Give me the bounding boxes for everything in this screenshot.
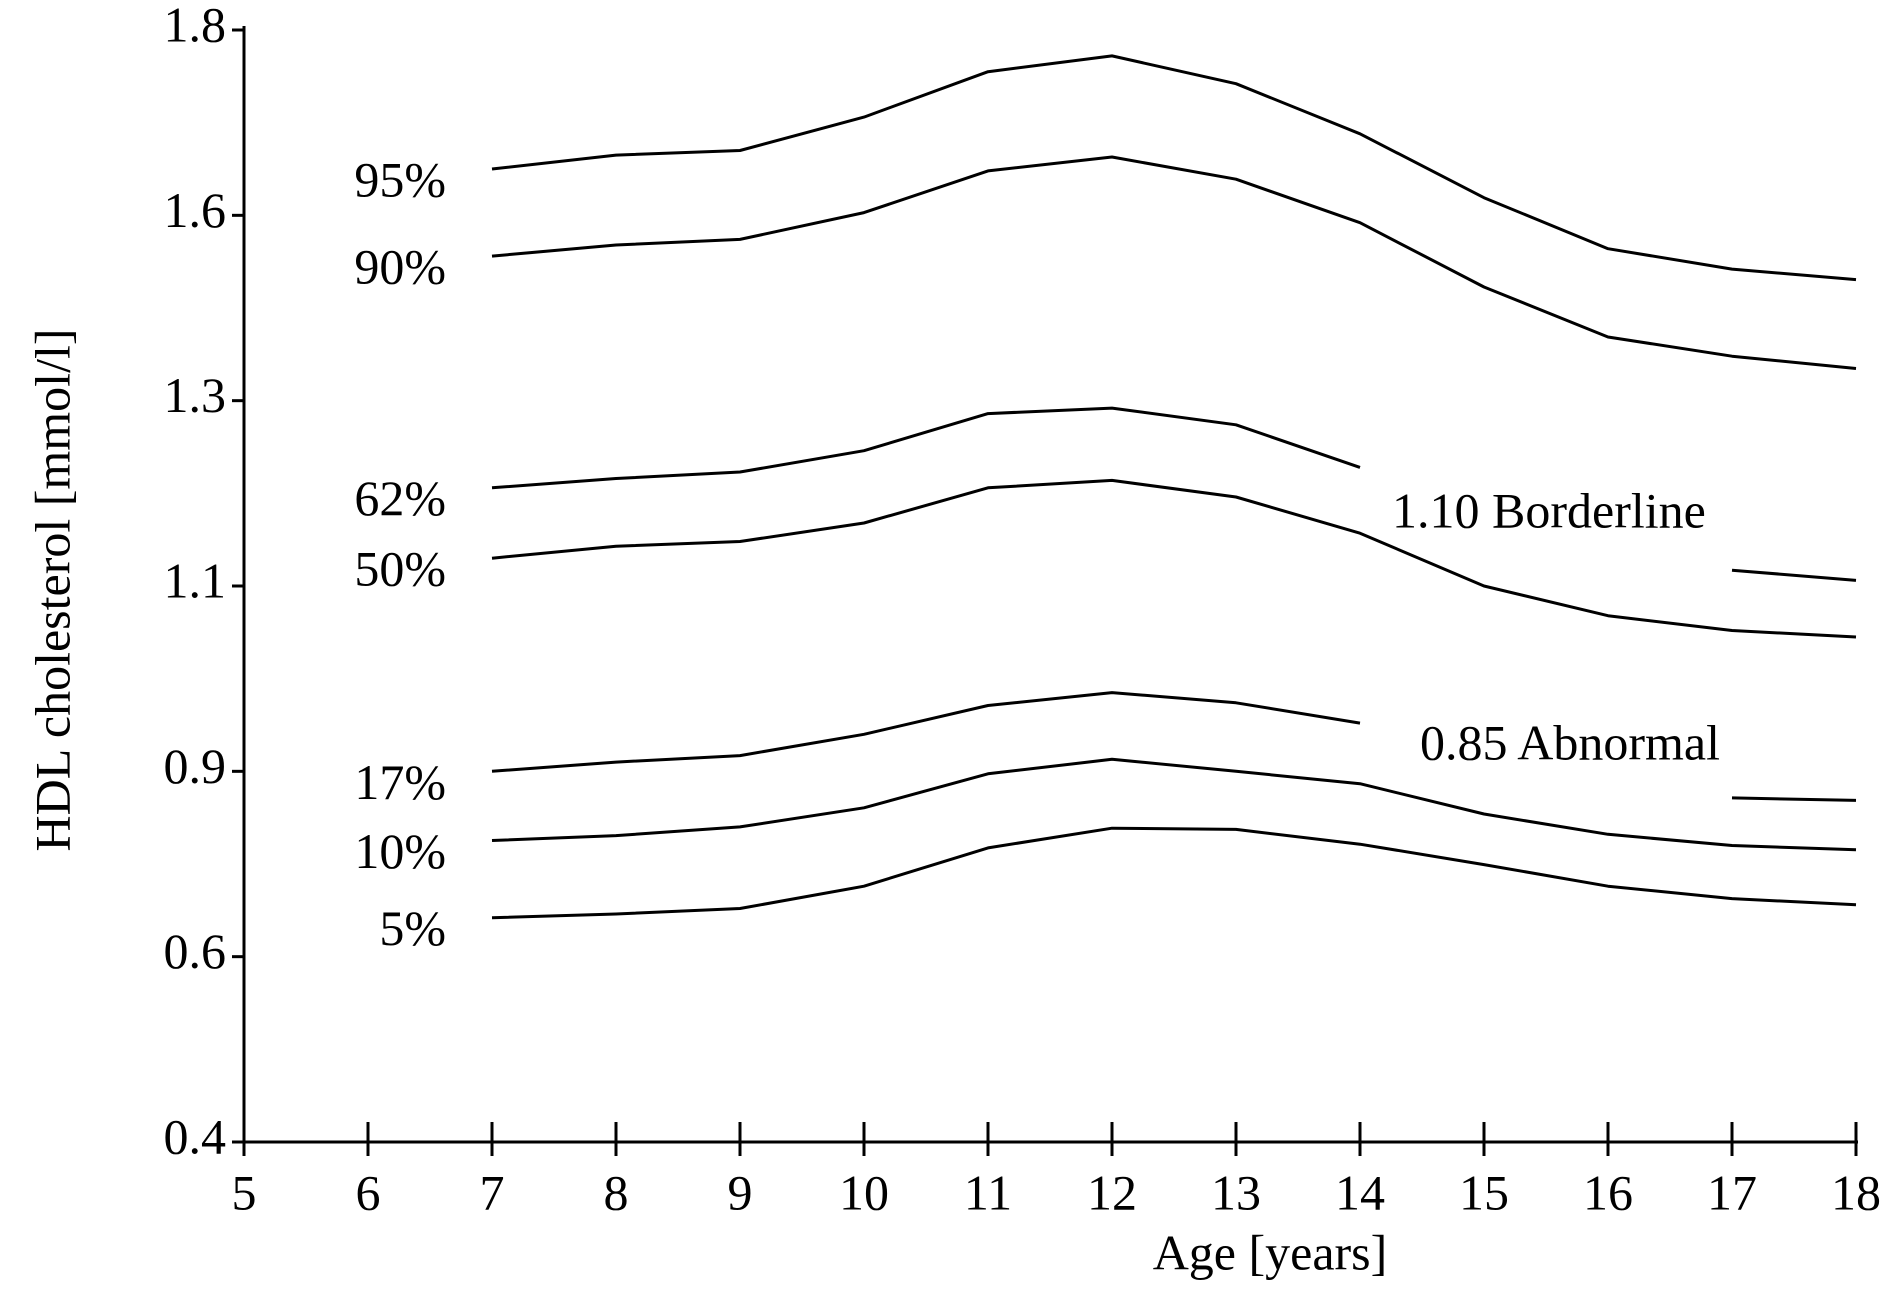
- series-line: [491, 54, 1857, 282]
- x-tick-label: 11: [964, 1164, 1012, 1220]
- x-tick-label: 9: [728, 1164, 753, 1220]
- x-tick-label: 7: [480, 1164, 505, 1220]
- annotation: 1.10 Borderline: [1392, 482, 1706, 538]
- y-axis-label: HDL cholesterol [mmol/l]: [24, 328, 80, 851]
- series-label: 50%: [354, 541, 446, 597]
- series-line: [491, 478, 1857, 639]
- x-tick-label: 13: [1211, 1164, 1261, 1220]
- x-tick-label: 17: [1707, 1164, 1757, 1220]
- x-axis-label: Age [years]: [1153, 1224, 1388, 1280]
- x-tick-label: 18: [1831, 1164, 1881, 1220]
- x-tick-label: 6: [356, 1164, 381, 1220]
- y-tick-label: 1.8: [164, 0, 227, 52]
- series-label: 90%: [354, 239, 446, 295]
- series-label: 95%: [354, 151, 446, 207]
- series-line: [491, 406, 1857, 582]
- y-tick-label: 1.3: [164, 367, 227, 423]
- x-tick-label: 8: [604, 1164, 629, 1220]
- series-label: 10%: [354, 823, 446, 879]
- series-label: 5%: [379, 900, 446, 956]
- series-line: [491, 691, 1857, 802]
- x-tick-label: 15: [1459, 1164, 1509, 1220]
- series-line: [491, 757, 1857, 852]
- x-tick-label: 14: [1335, 1164, 1385, 1220]
- y-tick-label: 0.4: [164, 1108, 227, 1164]
- series-label: 17%: [354, 754, 446, 810]
- y-tick-label: 0.6: [164, 923, 227, 979]
- x-tick-label: 10: [839, 1164, 889, 1220]
- annotation: 0.85 Abnormal: [1420, 714, 1720, 770]
- x-tick-label: 5: [232, 1164, 257, 1220]
- x-tick-label: 12: [1087, 1164, 1137, 1220]
- x-tick-label: 16: [1583, 1164, 1633, 1220]
- y-tick-label: 1.1: [164, 552, 227, 608]
- series-line: [491, 155, 1857, 370]
- series-label: 62%: [354, 470, 446, 526]
- series-line: [491, 826, 1857, 920]
- y-tick-label: 0.9: [164, 738, 227, 794]
- y-tick-label: 1.6: [164, 182, 227, 238]
